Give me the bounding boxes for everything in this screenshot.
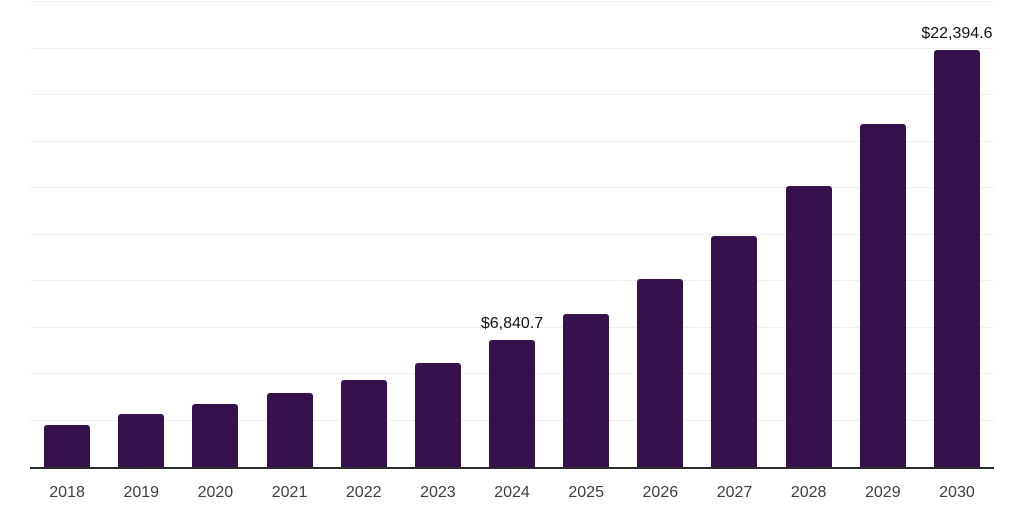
gridline [30, 94, 994, 95]
x-axis-tick-label: 2030 [939, 484, 975, 501]
bar-slot [327, 0, 401, 469]
bar-slot [30, 0, 104, 469]
x-axis-tick-label: 2019 [123, 484, 160, 501]
bar-slot [178, 0, 252, 469]
bar-2025 [563, 314, 610, 467]
x-axis-tick-label: 2021 [271, 484, 308, 501]
x-axis-tick-label: 2029 [865, 484, 901, 501]
bar-slot: $22,394.6 [920, 0, 994, 469]
bar-slot [772, 0, 846, 469]
bar-slot [252, 0, 326, 469]
bar-slot [623, 0, 697, 469]
x-axis-tick-label: 2023 [420, 484, 456, 501]
gridline [30, 140, 994, 142]
bar-slot [401, 0, 475, 469]
bar-2029 [859, 123, 906, 467]
bar-2027 [711, 236, 758, 467]
x-axis-tick-label: 2028 [790, 484, 827, 501]
x-axis-tick-label: 2026 [642, 484, 679, 501]
gridline [30, 280, 994, 281]
bar-value-label-2024: $6,840.7 [480, 314, 544, 332]
gridline [30, 1, 994, 2]
bar-value-label-2030: $22,394.6 [921, 25, 993, 43]
x-axis-line [30, 467, 994, 469]
bar-2030 [933, 50, 980, 467]
bar-slot [104, 0, 178, 469]
x-axis-tick-label: 2025 [568, 484, 604, 501]
plot-area: $6,840.7 $22,394.6 [30, 0, 994, 469]
gridline [30, 233, 994, 235]
bar-slot [846, 0, 920, 469]
bar-2018 [44, 424, 91, 467]
bars-row: $6,840.7 $22,394.6 [30, 0, 994, 469]
bar-2026 [637, 278, 684, 467]
x-axis-tick-label: 2027 [716, 484, 753, 501]
gridline [30, 47, 994, 49]
x-axis-tick-label: 2020 [197, 484, 234, 501]
bar-2028 [785, 186, 832, 467]
gridline [30, 326, 994, 328]
bar-slot [697, 0, 771, 469]
x-axis-labels: 2018 2019 2020 2021 2022 2023 2024 2025 2026 2027… [30, 484, 994, 502]
bar-2023 [414, 363, 461, 467]
gridline [30, 187, 994, 188]
x-axis-tick-label: 2024 [494, 484, 530, 501]
bar-2024 [489, 339, 536, 467]
bar-2021 [266, 393, 313, 467]
bar-slot: $6,840.7 [475, 0, 549, 469]
x-axis-tick-label: 2018 [49, 484, 85, 501]
bar-2022 [340, 380, 387, 467]
bar-slot [549, 0, 623, 469]
x-axis-tick-label: 2022 [345, 484, 382, 501]
bar-2019 [118, 413, 165, 467]
bar-2020 [192, 403, 239, 467]
